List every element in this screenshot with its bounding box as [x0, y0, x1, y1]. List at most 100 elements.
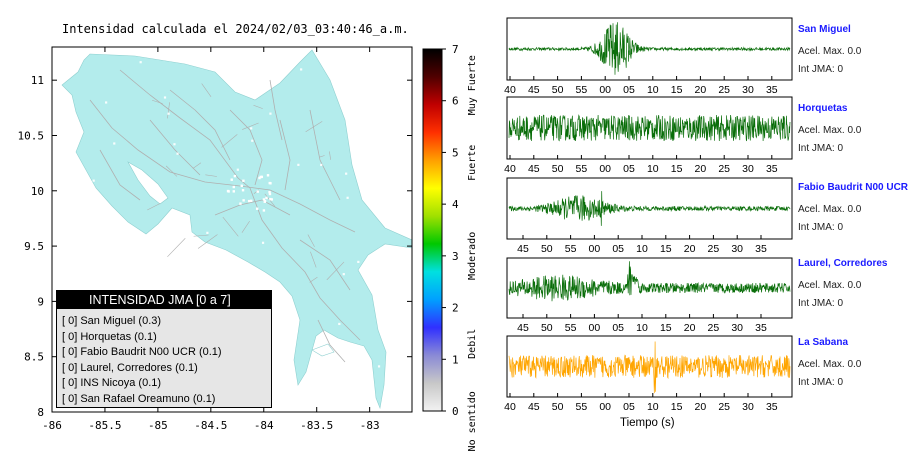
town-cluster-25 [262, 198, 266, 201]
town-20 [269, 112, 272, 115]
waveform-tick-label-1-4: 00 [599, 163, 611, 175]
town-cluster-5 [259, 175, 262, 179]
town-cluster-27 [247, 199, 251, 203]
station-jma-san-miguel: Int JMA: 0 [798, 64, 844, 75]
town-19 [346, 196, 349, 199]
waveform-tick-label-2-9: 30 [731, 243, 743, 255]
colorbar-tick-label-5: 2 [452, 302, 459, 315]
town-30 [347, 119, 350, 122]
legend-header: INTENSIDAD JMA [0 a 7] [57, 291, 271, 309]
waveform-tick-label-0-8: 20 [695, 84, 707, 96]
waveform-tick-label-3-0: 45 [517, 322, 529, 334]
map-xtick-label-1: -85.5 [88, 419, 121, 432]
colorbar-tick-label-6: 1 [452, 353, 459, 366]
station-accel-la-sabana: Acel. Max. 0.0 [798, 359, 862, 370]
road-11 [269, 79, 283, 141]
town-7 [236, 168, 239, 171]
town-14 [251, 139, 254, 142]
town-23 [173, 143, 176, 146]
waveform-tick-label-4-6: 10 [647, 401, 659, 413]
colorbar-tick-label-3: 4 [452, 198, 459, 211]
town-cluster-9 [262, 209, 266, 212]
waveform-tick-label-4-9: 25 [718, 401, 730, 413]
waveform-tick-label-4-4: 00 [599, 401, 611, 413]
road-mesh-4 [201, 83, 212, 97]
station-accel-fabio-baudrit: Acel. Max. 0.0 [798, 204, 862, 215]
waveform-tick-label-4-5: 05 [623, 401, 635, 413]
road-4 [229, 109, 263, 186]
waveform-tick-label-2-7: 20 [684, 243, 696, 255]
road-mesh-9 [310, 251, 317, 268]
colorbar-tick-label-2: 5 [452, 146, 459, 159]
town-cluster-21 [265, 196, 268, 200]
town-2 [261, 241, 265, 244]
road-mesh-6 [309, 276, 318, 283]
station-jma-laurel: Int JMA: 0 [798, 298, 844, 309]
station-jma-horquetas: Int JMA: 0 [798, 143, 844, 154]
town-9 [163, 96, 167, 99]
waveform-tick-label-1-7: 15 [671, 163, 683, 175]
town-cluster-14 [263, 200, 267, 203]
town-cluster-7 [270, 198, 273, 201]
map-xtick-label-6: -83 [360, 419, 380, 432]
town-cluster-19 [268, 190, 271, 194]
colorbar-gradient [422, 48, 443, 412]
colorbar-tick-label-7: 0 [452, 405, 459, 418]
waveform-tick-label-2-3: 00 [589, 243, 601, 255]
road-mesh-3 [197, 234, 218, 249]
road-mesh-19 [221, 134, 238, 148]
waveform-tick-label-4-3: 55 [576, 401, 588, 413]
station-accel-laurel: Acel. Max. 0.0 [798, 280, 862, 291]
town-cluster-3 [256, 190, 259, 193]
map-ytick-label-6: 8 [37, 406, 44, 419]
town-5 [113, 142, 116, 145]
map-ytick-label-0: 11 [31, 74, 44, 87]
map-xtick-label-2: -85 [148, 419, 168, 432]
intensity-legend: INTENSIDAD JMA [0 a 7] [ 0] San Miguel (… [56, 290, 272, 408]
town-37 [176, 152, 179, 155]
town-cluster-13 [227, 190, 230, 193]
waveform-tick-label-2-1: 50 [541, 243, 553, 255]
road-mesh-8 [326, 261, 345, 281]
town-38 [92, 179, 95, 182]
road-mesh-23 [192, 162, 202, 169]
town-24 [357, 260, 360, 264]
road-mesh-15 [319, 155, 325, 158]
colorbar-label-4: No sentido [467, 391, 478, 451]
road-0 [89, 99, 356, 233]
colorbar-tick-label-4: 3 [452, 250, 459, 263]
road-mesh-17 [165, 165, 178, 177]
road-mesh-20 [222, 216, 239, 237]
map-title: Intensidad calculada el 2024/02/03_03:40… [62, 22, 409, 36]
waveform-tick-label-3-10: 35 [755, 322, 767, 334]
town-cluster-26 [250, 199, 253, 203]
station-name-san-miguel: San Miguel [798, 24, 851, 35]
town-cluster-29 [232, 185, 235, 189]
waveform-tick-label-2-8: 25 [708, 243, 720, 255]
legend-row-fabio-baudrit: [ 0] Fabio Baudrit N00 UCR (0.1) [62, 346, 222, 358]
waveform-tick-label-0-11: 35 [766, 84, 778, 96]
waveform-tick-label-3-8: 25 [708, 322, 720, 334]
town-18 [338, 322, 341, 326]
costa-rica-landmass [61, 49, 412, 410]
waveform-tick-label-1-0: 40 [504, 163, 516, 175]
map-layer [61, 49, 412, 410]
waveform-tick-label-2-5: 10 [636, 243, 648, 255]
town-cluster-16 [233, 174, 237, 178]
road-mesh-2 [307, 234, 315, 247]
waveform-tick-label-0-3: 55 [576, 84, 588, 96]
waveform-tick-label-4-1: 45 [528, 401, 540, 413]
station-accel-horquetas: Acel. Max. 0.0 [798, 125, 862, 136]
map-frame [51, 46, 413, 413]
colorbar-label-0: Muy Fuerte [467, 55, 478, 115]
road-mesh-18 [253, 104, 263, 109]
waveform-tick-label-4-7: 15 [671, 401, 683, 413]
station-jma-fabio-baudrit: Int JMA: 0 [798, 222, 844, 233]
map-xtick-label-4: -84 [254, 419, 274, 432]
town-cluster-8 [242, 179, 245, 182]
town-cluster-12 [239, 202, 242, 205]
waveform-tick-label-4-11: 35 [766, 401, 778, 413]
town-29 [98, 259, 101, 262]
road-mesh-21 [241, 220, 250, 233]
waveform-tick-label-0-0: 40 [504, 84, 516, 96]
